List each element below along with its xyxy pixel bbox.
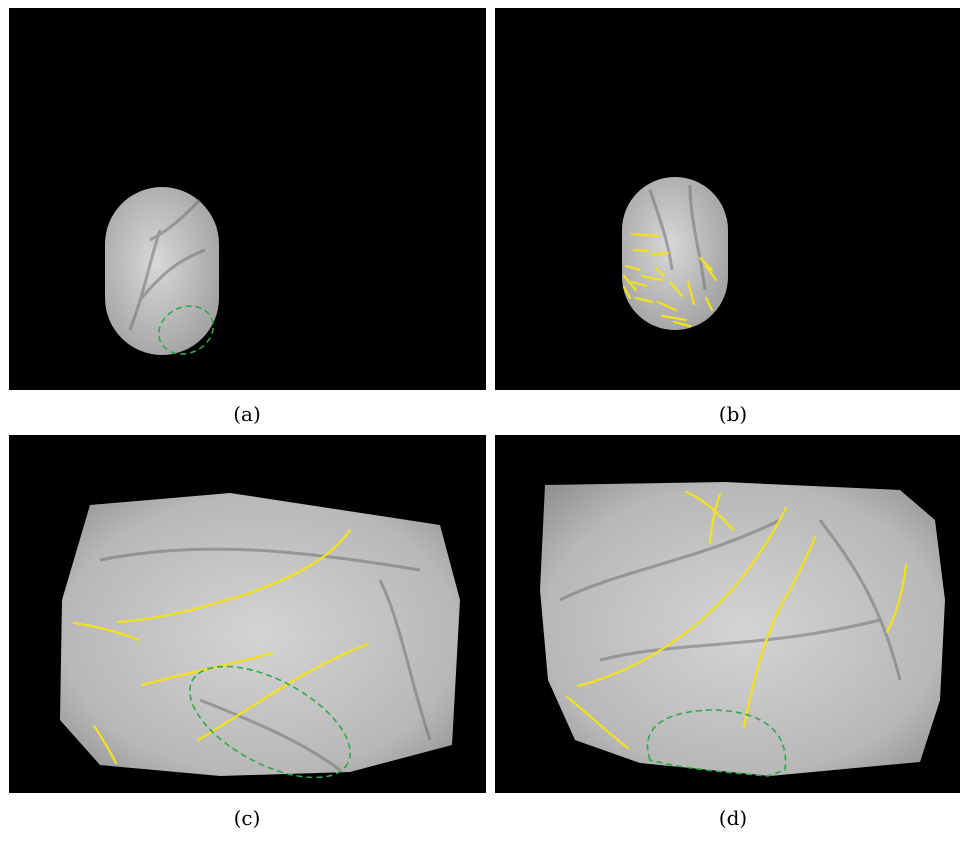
page: (a) (b) (c) (d) (() => { const data = JS… <box>0 0 960 837</box>
caption: (a) <box>233 402 261 426</box>
panel-d <box>495 435 960 793</box>
panel-a <box>9 8 486 390</box>
image-background <box>495 8 960 390</box>
caption: (c) <box>234 806 261 830</box>
panel-c <box>9 435 486 800</box>
panel-b <box>495 8 960 390</box>
palm-region <box>622 177 728 330</box>
palm-region <box>105 187 219 355</box>
caption: (d) <box>719 806 747 830</box>
caption: (b) <box>719 402 747 426</box>
figure: (a) (b) (c) (d) <box>0 0 960 837</box>
image-background <box>9 8 486 390</box>
